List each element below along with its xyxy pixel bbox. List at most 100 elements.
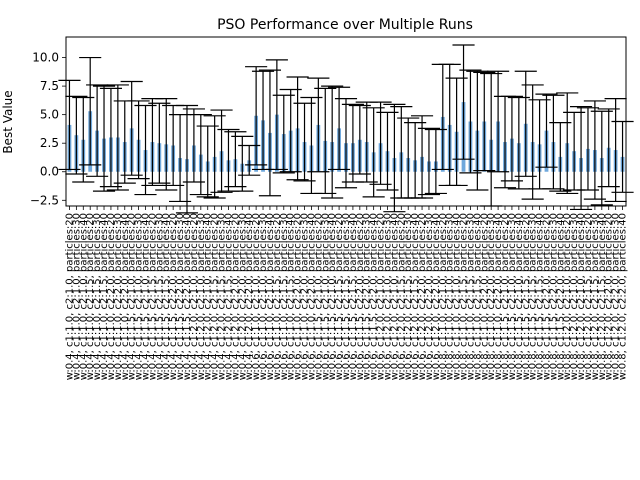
error-bar	[175, 104, 199, 214]
x-tick-label: w:0.8, c1:1.0, c2:1.0, particles:20	[438, 213, 449, 380]
x-tick-label: w:0.4, c1:1.5, c2:1.0, particles:20	[127, 213, 138, 380]
x-tick-label: w:0.8, c1:1.0, c2:1.5, particles:30	[465, 213, 476, 380]
x-tick-label: w:0.6, c1:1.5, c2:1.0, particles:40	[327, 213, 338, 380]
x-tick-label: w:0.8, c1:2.0, c2:2.0, particles:20	[604, 213, 615, 380]
error-bar	[321, 85, 344, 199]
x-tick-label: w:0.6, c1:2.0, c2:2.0, particles:40	[431, 213, 442, 380]
error-bar	[611, 120, 634, 193]
y-tick-label: 7.5	[40, 79, 59, 93]
y-axis-label: Best Value	[1, 90, 15, 153]
x-tick-label: w:0.8, c1:1.0, c2:1.0, particles:30	[445, 213, 456, 380]
x-tick-label: w:0.6, c1:1.5, c2:1.5, particles:40	[348, 213, 359, 380]
x-tick-label: w:0.6, c1:1.0, c2:1.5, particles:40	[286, 213, 297, 380]
x-tick-label: w:0.8, c1:1.5, c2:1.0, particles:20	[500, 213, 511, 380]
x-tick-label: w:0.8, c1:2.0, c2:1.0, particles:40	[576, 213, 587, 380]
x-tick-label: w:0.8, c1:1.5, c2:1.5, particles:20	[521, 213, 532, 380]
x-tick-label: w:0.8, c1:1.5, c2:2.0, particles:20	[541, 213, 552, 380]
x-tick-label: w:0.6, c1:1.5, c2:2.0, particles:40	[369, 213, 380, 380]
x-tick-label: w:0.4, c1:1.5, c2:1.5, particles:20	[147, 213, 158, 380]
x-tick-label: w:0.4, c1:2.0, c2:1.0, particles:30	[196, 213, 207, 380]
x-tick-label: w:0.4, c1:2.0, c2:1.5, particles:40	[223, 213, 234, 380]
y-axis-ticks: −2.5 0.0 2.5 5.0 7.5 10.0	[30, 51, 66, 207]
y-tick-label: −2.5	[30, 193, 59, 207]
error-bar	[369, 101, 392, 185]
x-tick-label: w:0.6, c1:2.0, c2:2.0, particles:20	[417, 213, 428, 380]
error-bar	[576, 107, 600, 191]
x-tick-label: w:0.8, c1:2.0, c2:2.0, particles:40	[618, 213, 629, 380]
error-bar	[92, 85, 116, 192]
x-tick-label: w:0.6, c1:2.0, c2:1.0, particles:20	[376, 213, 387, 380]
error-bar	[141, 98, 164, 187]
x-tick-label: w:0.6, c1:1.5, c2:1.5, particles:30	[341, 213, 352, 380]
x-axis-ticks: w:0.4, c1:1.0, c2:1.0, particles:20w:0.4…	[64, 206, 629, 380]
error-bar	[417, 127, 441, 196]
error-bar	[334, 98, 358, 189]
y-tick-label: 0.0	[40, 165, 59, 179]
error-bars-layer	[58, 44, 634, 214]
x-tick-label: w:0.4, c1:1.0, c2:1.5, particles:40	[99, 213, 110, 380]
y-tick-label: 10.0	[32, 51, 59, 65]
x-tick-label: w:0.4, c1:1.0, c2:2.0, particles:30	[113, 213, 124, 380]
x-tick-label: w:0.4, c1:1.0, c2:2.0, particles:40	[120, 213, 131, 380]
x-tick-label: w:0.8, c1:1.5, c2:2.0, particles:40	[555, 213, 566, 380]
x-tick-label: w:0.4, c1:1.5, c2:2.0, particles:30	[175, 213, 186, 380]
error-bar	[210, 109, 233, 193]
x-tick-label: w:0.8, c1:1.0, c2:1.0, particles:40	[452, 213, 463, 380]
x-tick-label: w:0.4, c1:2.0, c2:1.0, particles:20	[189, 213, 200, 380]
x-tick-label: w:0.8, c1:2.0, c2:2.0, particles:30	[611, 213, 622, 380]
x-tick-label: w:0.4, c1:1.5, c2:2.0, particles:20	[168, 213, 179, 380]
x-tick-label: w:0.4, c1:2.0, c2:2.0, particles:20	[230, 213, 241, 380]
x-tick-label: w:0.6, c1:1.0, c2:1.0, particles:40	[265, 213, 276, 380]
y-tick-label: 5.0	[40, 108, 59, 122]
x-tick-label: w:0.8, c1:2.0, c2:1.0, particles:20	[562, 213, 573, 380]
x-tick-label: w:0.6, c1:1.5, c2:1.0, particles:20	[313, 213, 324, 380]
x-tick-label: w:0.6, c1:2.0, c2:1.5, particles:40	[410, 213, 421, 380]
x-tick-label: w:0.8, c1:1.5, c2:2.0, particles:30	[548, 213, 559, 380]
x-tick-label: w:0.6, c1:1.5, c2:1.5, particles:20	[334, 213, 345, 380]
x-tick-label: w:0.4, c1:1.5, c2:1.0, particles:40	[141, 213, 152, 380]
error-bar	[604, 98, 627, 203]
chart-title: PSO Performance over Multiple Runs	[217, 17, 473, 33]
x-tick-label: w:0.4, c1:2.0, c2:2.0, particles:30	[237, 213, 248, 380]
error-bar	[155, 98, 178, 191]
x-tick-label: w:0.4, c1:1.0, c2:1.5, particles:20	[85, 213, 96, 380]
x-tick-label: w:0.4, c1:2.0, c2:2.0, particles:40	[244, 213, 255, 380]
x-tick-label: w:0.4, c1:1.0, c2:1.0, particles:30	[71, 213, 82, 380]
x-tick-label: w:0.8, c1:1.5, c2:1.0, particles:40	[514, 213, 525, 380]
error-bar	[521, 84, 544, 200]
error-bar	[106, 84, 129, 191]
x-tick-label: w:0.8, c1:1.0, c2:2.0, particles:30	[486, 213, 497, 380]
x-tick-label: w:0.8, c1:1.5, c2:1.5, particles:30	[528, 213, 539, 380]
x-tick-label: w:0.4, c1:1.0, c2:2.0, particles:20	[106, 213, 117, 380]
error-bar	[597, 108, 620, 188]
x-tick-label: w:0.4, c1:1.5, c2:1.5, particles:40	[161, 213, 172, 380]
x-tick-label: w:0.6, c1:2.0, c2:1.5, particles:20	[396, 213, 407, 380]
x-tick-label: w:0.8, c1:2.0, c2:1.0, particles:30	[569, 213, 580, 380]
x-tick-label: w:0.4, c1:1.5, c2:1.5, particles:30	[154, 213, 165, 380]
error-bar	[383, 103, 406, 213]
x-tick-label: w:0.8, c1:1.0, c2:2.0, particles:20	[479, 213, 490, 380]
x-tick-label: w:0.4, c1:1.0, c2:1.0, particles:20	[64, 213, 75, 380]
x-tick-label: w:0.6, c1:1.0, c2:1.5, particles:30	[279, 213, 290, 380]
x-tick-label: w:0.8, c1:1.0, c2:2.0, particles:40	[493, 213, 504, 380]
x-tick-label: w:0.6, c1:1.5, c2:2.0, particles:30	[362, 213, 373, 380]
x-tick-label: w:0.4, c1:1.5, c2:1.0, particles:30	[134, 213, 145, 380]
x-tick-label: w:0.4, c1:1.0, c2:1.0, particles:40	[78, 213, 89, 380]
x-tick-label: w:0.6, c1:1.0, c2:1.0, particles:20	[251, 213, 262, 380]
x-tick-label: w:0.8, c1:1.0, c2:1.5, particles:20	[459, 213, 470, 380]
x-tick-label: w:0.6, c1:1.0, c2:1.5, particles:20	[272, 213, 283, 380]
x-tick-label: w:0.8, c1:1.0, c2:1.5, particles:40	[472, 213, 483, 380]
x-tick-label: w:0.4, c1:2.0, c2:1.0, particles:40	[203, 213, 214, 380]
error-bar	[224, 131, 247, 188]
x-tick-label: w:0.6, c1:1.5, c2:1.0, particles:30	[320, 213, 331, 380]
x-tick-label: w:0.4, c1:1.0, c2:1.5, particles:30	[92, 213, 103, 380]
x-tick-label: w:0.4, c1:2.0, c2:1.5, particles:30	[217, 213, 228, 380]
x-tick-label: w:0.6, c1:1.0, c2:2.0, particles:40	[306, 213, 317, 380]
y-tick-label: 2.5	[40, 136, 59, 150]
x-tick-label: w:0.8, c1:1.5, c2:1.0, particles:30	[507, 213, 518, 380]
error-bar	[556, 92, 579, 195]
x-tick-label: w:0.6, c1:1.0, c2:1.0, particles:30	[258, 213, 269, 380]
error-bar	[410, 115, 434, 199]
x-tick-label: w:0.8, c1:1.5, c2:1.5, particles:40	[535, 213, 546, 380]
